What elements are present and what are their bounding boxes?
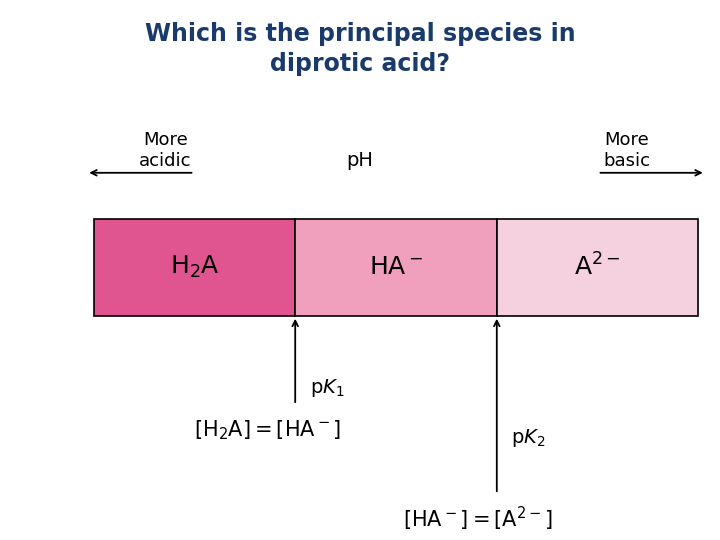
- Text: $\mathrm{HA^-}$: $\mathrm{HA^-}$: [369, 255, 423, 279]
- Text: More
acidic: More acidic: [140, 131, 192, 170]
- Text: $\mathrm{A^{2-}}$: $\mathrm{A^{2-}}$: [575, 254, 621, 281]
- Text: p$K_2$: p$K_2$: [511, 427, 546, 449]
- Text: More
basic: More basic: [603, 131, 650, 170]
- Bar: [497, 219, 698, 316]
- Text: $\mathrm{H_2A}$: $\mathrm{H_2A}$: [169, 254, 220, 280]
- Bar: [295, 219, 497, 316]
- Bar: [94, 219, 295, 316]
- Text: $[\mathrm{HA^-}] = [\mathrm{A^{2-}}]$: $[\mathrm{HA^-}] = [\mathrm{A^{2-}}]$: [403, 505, 553, 533]
- Text: p$K_1$: p$K_1$: [310, 377, 344, 399]
- Text: pH: pH: [346, 151, 374, 170]
- Text: Which is the principal species in
diprotic acid?: Which is the principal species in diprot…: [145, 22, 575, 76]
- Text: $[\mathrm{H_2A}] = [\mathrm{HA^-}]$: $[\mathrm{H_2A}] = [\mathrm{HA^-}]$: [194, 418, 342, 442]
